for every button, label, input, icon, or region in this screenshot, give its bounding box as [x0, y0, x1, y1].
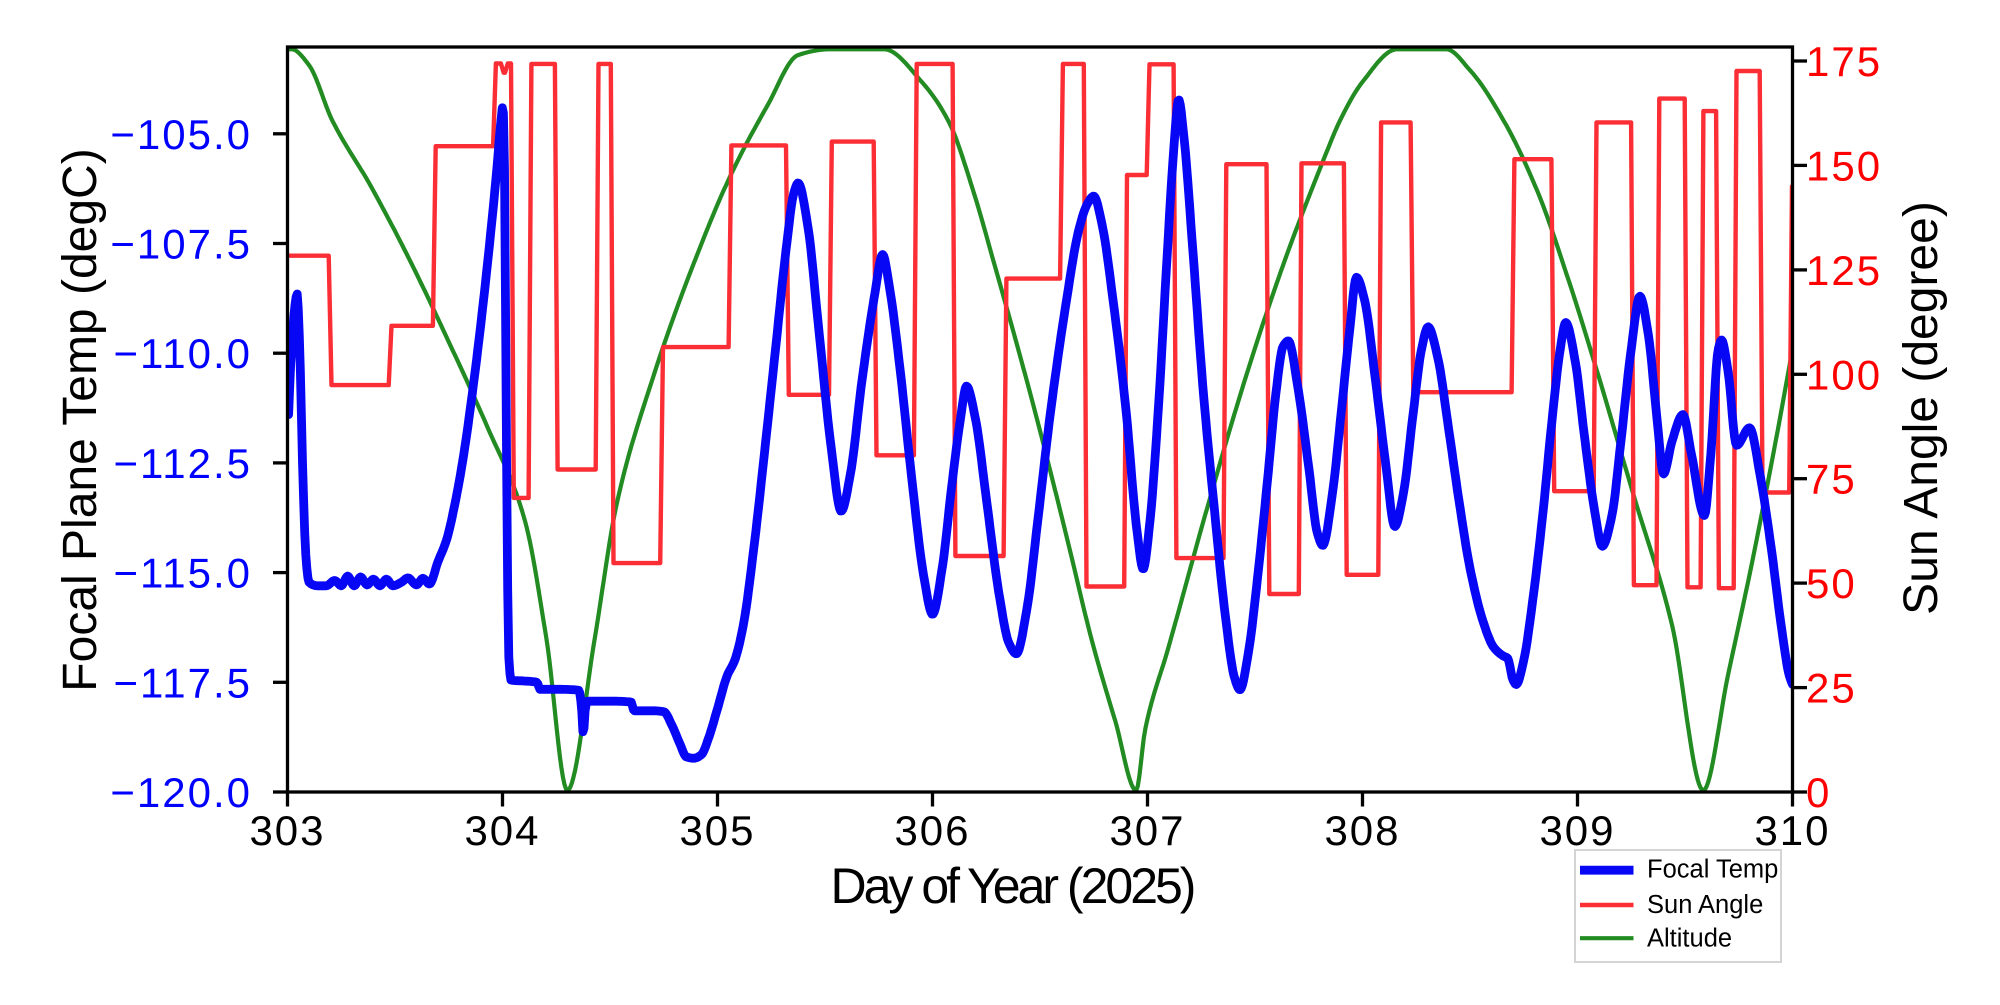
svg-text:Sun Angle (degree): Sun Angle (degree) — [1895, 201, 1948, 615]
svg-text:309: 309 — [1539, 807, 1615, 854]
svg-text:100: 100 — [1806, 351, 1882, 398]
svg-text:−117.5: −117.5 — [113, 659, 252, 706]
svg-text:25: 25 — [1806, 665, 1857, 712]
svg-text:−110.0: −110.0 — [113, 330, 252, 377]
svg-text:175: 175 — [1806, 38, 1882, 85]
svg-text:307: 307 — [1109, 807, 1185, 854]
svg-text:−115.0: −115.0 — [113, 550, 252, 597]
svg-text:125: 125 — [1806, 247, 1882, 294]
svg-text:Focal Plane Temp (degC): Focal Plane Temp (degC) — [54, 148, 107, 691]
svg-text:−112.5: −112.5 — [113, 440, 252, 487]
svg-text:−107.5: −107.5 — [110, 221, 252, 268]
svg-text:310: 310 — [1754, 807, 1830, 854]
svg-text:306: 306 — [894, 807, 970, 854]
svg-text:50: 50 — [1806, 560, 1857, 607]
svg-text:0: 0 — [1806, 769, 1831, 816]
svg-text:308: 308 — [1324, 807, 1400, 854]
svg-text:Day of Year (2025): Day of Year (2025) — [831, 858, 1194, 914]
svg-text:304: 304 — [464, 807, 540, 854]
svg-text:−105.0: −105.0 — [110, 111, 252, 158]
svg-text:303: 303 — [249, 807, 325, 854]
svg-text:75: 75 — [1806, 456, 1857, 503]
svg-text:Altitude: Altitude — [1647, 925, 1732, 953]
svg-text:Focal Temp: Focal Temp — [1647, 856, 1778, 884]
svg-text:305: 305 — [679, 807, 755, 854]
svg-text:−120.0: −120.0 — [110, 769, 252, 816]
svg-text:150: 150 — [1806, 142, 1882, 189]
svg-text:Sun Angle: Sun Angle — [1647, 891, 1763, 919]
